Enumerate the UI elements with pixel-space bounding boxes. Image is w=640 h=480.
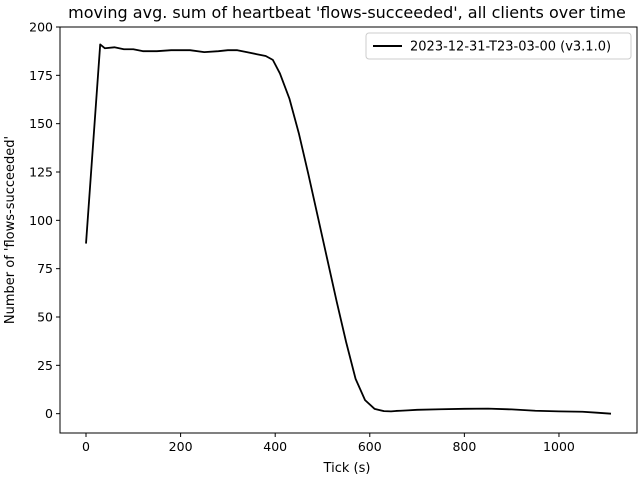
x-tick-label: 1000 <box>543 439 575 454</box>
x-tick-label: 800 <box>452 439 476 454</box>
legend-box <box>365 32 632 60</box>
legend-label: 2023-12-31-T23-03-00 (v3.1.0) <box>410 40 611 55</box>
x-axis-label: Tick (s) <box>323 461 371 476</box>
plot-area <box>59 26 638 434</box>
y-tick-label: 175 <box>29 68 53 83</box>
y-tick-label: 100 <box>29 213 53 228</box>
y-tick-label: 150 <box>29 116 53 131</box>
y-tick-label: 50 <box>37 310 53 325</box>
y-tick-label: 0 <box>45 406 53 421</box>
x-tick-label: 600 <box>358 439 382 454</box>
chart-title: moving avg. sum of heartbeat 'flows-succ… <box>68 3 626 22</box>
y-axis-label: Number of 'flows-succeeded' <box>3 136 18 324</box>
x-tick-label: 400 <box>263 439 287 454</box>
y-tick-label: 75 <box>37 261 53 276</box>
x-tick-label: 200 <box>169 439 193 454</box>
y-axis: 0 25 50 75 100 125 150 175 200 <box>29 20 60 421</box>
series-layer <box>85 43 612 415</box>
x-axis: 0 200 400 600 800 1000 <box>82 433 575 454</box>
y-tick-label: 125 <box>29 165 53 180</box>
series-line <box>85 43 612 415</box>
y-tick-label: 25 <box>37 358 53 373</box>
legend: 2023-12-31-T23-03-00 (v3.1.0) <box>365 32 632 60</box>
y-tick-label: 200 <box>29 20 53 35</box>
x-tick-label: 0 <box>82 439 90 454</box>
